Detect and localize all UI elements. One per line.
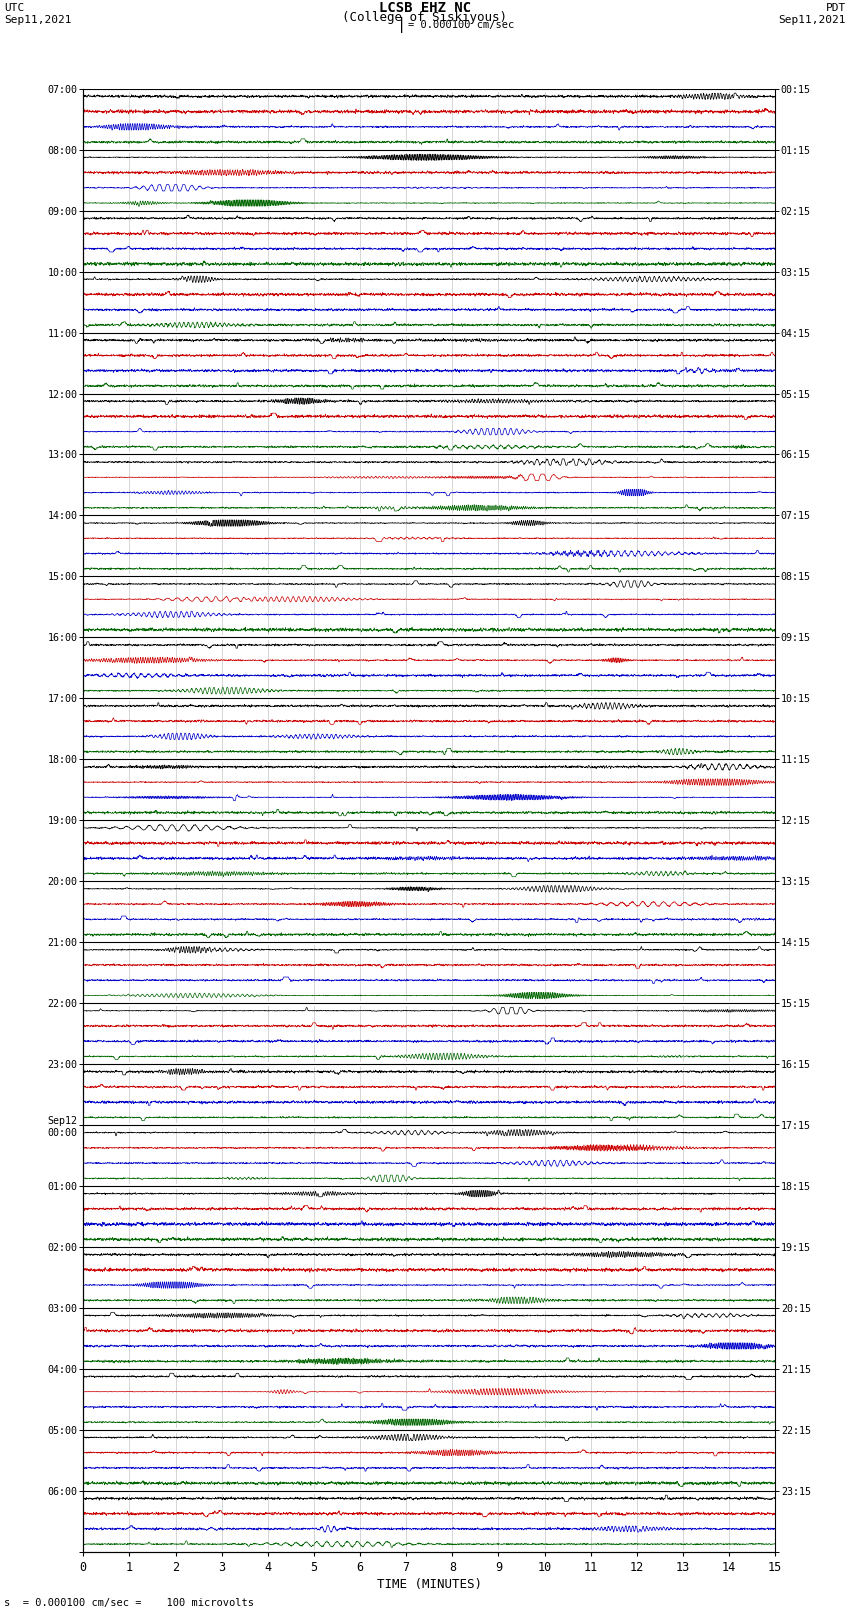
Text: = 0.000100 cm/sec: = 0.000100 cm/sec: [408, 19, 514, 31]
Text: |: |: [398, 18, 406, 32]
Text: LCSB EHZ NC: LCSB EHZ NC: [379, 0, 471, 15]
Text: Sep11,2021: Sep11,2021: [779, 15, 846, 24]
Text: PDT: PDT: [825, 3, 846, 13]
Text: (College of Siskiyous): (College of Siskiyous): [343, 11, 507, 24]
X-axis label: TIME (MINUTES): TIME (MINUTES): [377, 1578, 482, 1590]
Text: UTC: UTC: [4, 3, 25, 13]
Text: Sep11,2021: Sep11,2021: [4, 15, 71, 24]
Text: s  = 0.000100 cm/sec =    100 microvolts: s = 0.000100 cm/sec = 100 microvolts: [4, 1598, 254, 1608]
